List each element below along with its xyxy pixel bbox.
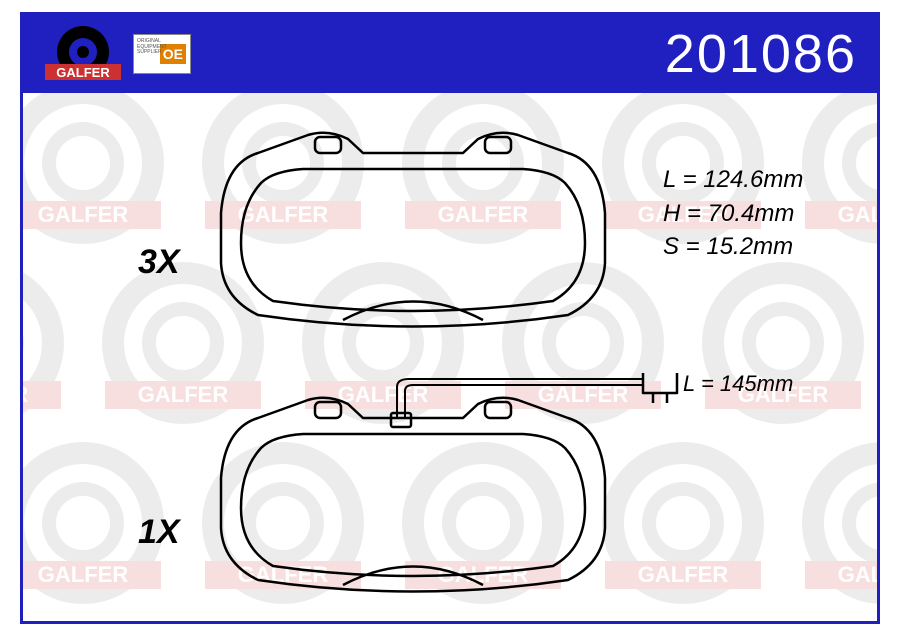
qty-bottom: 1X bbox=[138, 513, 180, 552]
part-number: 201086 bbox=[665, 23, 857, 85]
content-area: 3X 1X L = 124.6mm H = 70.4mm S = 15.2mm … bbox=[23, 93, 877, 621]
oe-small-text: ORIGINAL EQUIPMENT SUPPLIER bbox=[137, 39, 190, 56]
outer-frame: GALFER ORIGINAL EQUIPMENT SUPPLIER OE 20… bbox=[20, 12, 880, 624]
logo-area: GALFER ORIGINAL EQUIPMENT SUPPLIER OE bbox=[43, 24, 191, 84]
brake-pad-top bbox=[213, 123, 613, 338]
wire-length: L = 145mm bbox=[683, 371, 793, 397]
brake-pad-bottom bbox=[213, 373, 693, 603]
oe-badge: ORIGINAL EQUIPMENT SUPPLIER OE bbox=[133, 34, 191, 74]
brand-text: GALFER bbox=[56, 65, 110, 80]
qty-top: 3X bbox=[138, 243, 180, 282]
dim-S: S = 15.2mm bbox=[663, 230, 803, 264]
dimensions-block: L = 124.6mm H = 70.4mm S = 15.2mm bbox=[663, 163, 803, 264]
brand-logo-icon: GALFER bbox=[43, 24, 123, 84]
wire-connector-icon bbox=[643, 373, 677, 403]
dim-L: L = 124.6mm bbox=[663, 163, 803, 197]
header-bar: GALFER ORIGINAL EQUIPMENT SUPPLIER OE 20… bbox=[23, 15, 877, 93]
dim-H: H = 70.4mm bbox=[663, 197, 803, 231]
